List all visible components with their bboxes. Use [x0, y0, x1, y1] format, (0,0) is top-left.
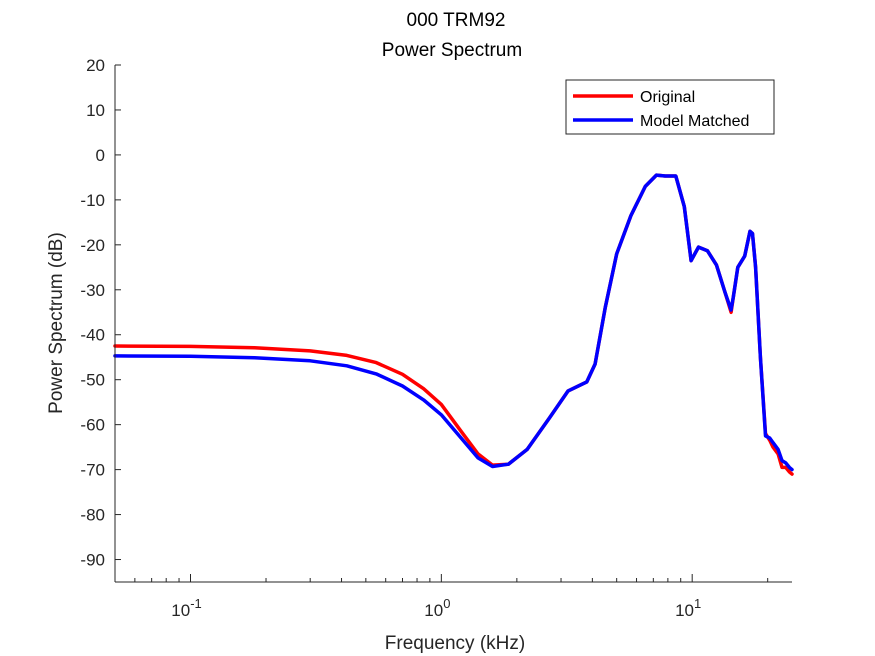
y-tick-label: -40	[80, 326, 105, 345]
y-tick-label: -20	[80, 236, 105, 255]
x-tick-label: 10-1	[171, 596, 201, 620]
legend-label-model-matched: Model Matched	[640, 113, 749, 130]
y-tick-label: 10	[86, 101, 105, 120]
y-axis-label: Power Spectrum (dB)	[46, 232, 67, 414]
series-line-model-matched	[113, 173, 794, 472]
y-tick-label: 0	[96, 146, 105, 165]
x-axis-label: Frequency (kHz)	[385, 633, 525, 654]
legend-label-original: Original	[640, 89, 695, 106]
y-tick-label: -70	[80, 461, 105, 480]
y-tick-label: -50	[80, 371, 105, 390]
y-tick-label: -90	[80, 551, 105, 570]
legend-box	[565, 79, 775, 135]
y-tick-label: -10	[80, 191, 105, 210]
y-tick-label: -80	[80, 506, 105, 525]
y-tick-label: 20	[86, 56, 105, 75]
y-tick-label: -60	[80, 416, 105, 435]
x-tick-label: 100	[424, 596, 450, 620]
y-tick-label: -30	[80, 281, 105, 300]
chart-title: 000 TRM92	[407, 10, 506, 31]
x-tick-label: 101	[675, 596, 701, 620]
legend: Original Model Matched	[565, 79, 775, 135]
chart-subtitle: Power Spectrum	[382, 40, 522, 61]
